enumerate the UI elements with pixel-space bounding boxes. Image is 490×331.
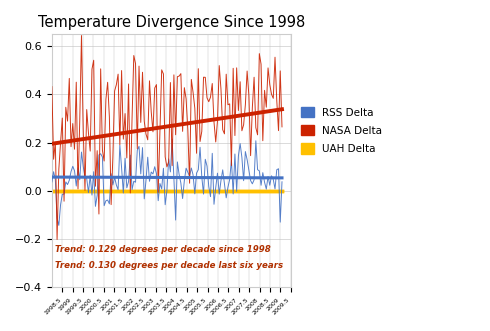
Text: Trend: 0.129 degrees per decade since 1998: Trend: 0.129 degrees per decade since 19… (55, 245, 270, 254)
Legend: RSS Delta, NASA Delta, UAH Delta: RSS Delta, NASA Delta, UAH Delta (298, 104, 386, 157)
Title: Temperature Divergence Since 1998: Temperature Divergence Since 1998 (38, 15, 305, 30)
Text: Trend: 0.130 degrees per decade last six years: Trend: 0.130 degrees per decade last six… (55, 261, 283, 270)
